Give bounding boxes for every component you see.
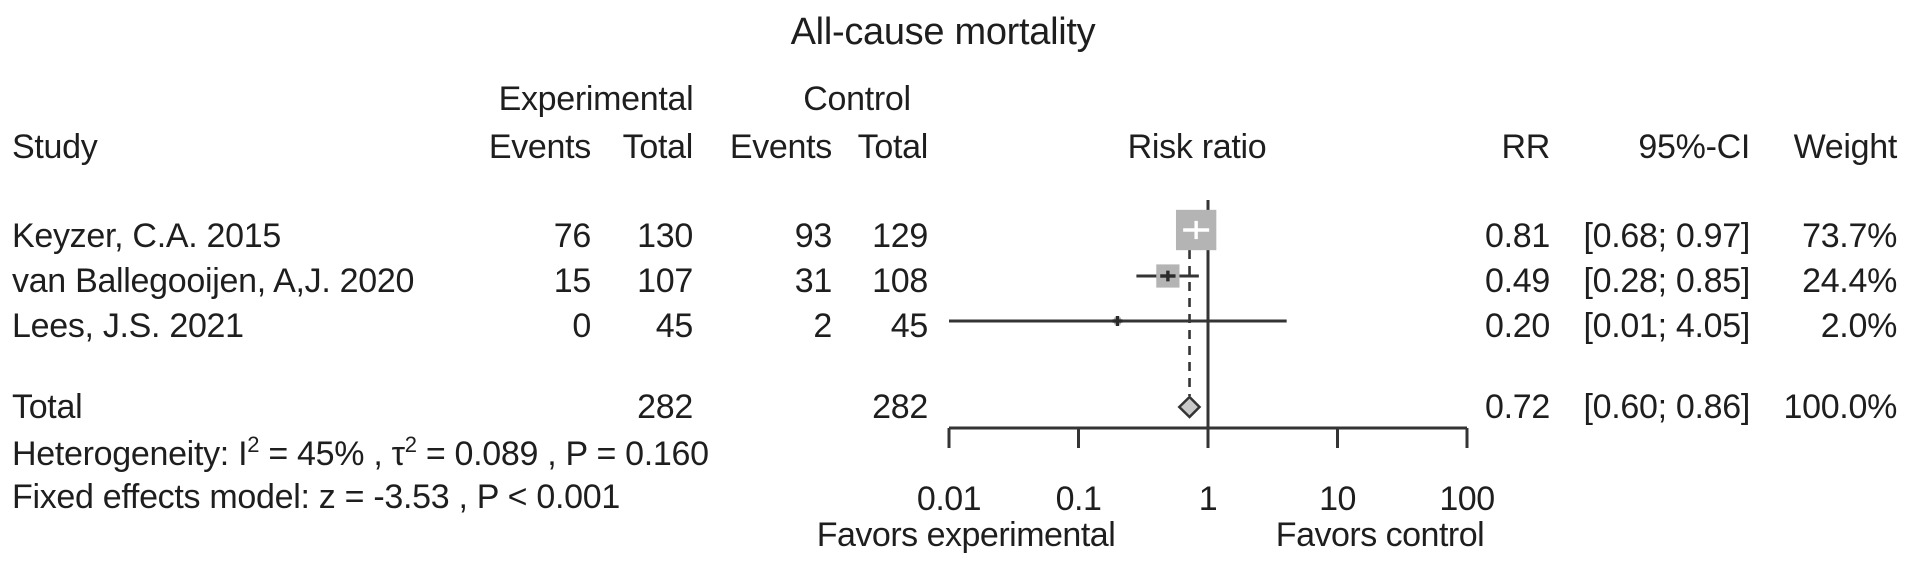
het-text-3: = 0.089 , P = 0.160 xyxy=(416,435,709,473)
ci-value: [0.68; 0.97] xyxy=(1583,217,1750,255)
exp-events-value: 0 xyxy=(572,307,591,345)
x-axis-tick-label: 10 xyxy=(1319,480,1356,518)
ctrl-total-value: 45 xyxy=(890,307,929,345)
x-axis-tick-label: 0.1 xyxy=(1056,480,1102,518)
total-label: Total xyxy=(12,388,83,426)
het-text-1: Heterogeneity: I xyxy=(12,435,248,473)
total-weight-value: 100.0% xyxy=(1783,388,1897,426)
weight-value: 2.0% xyxy=(1820,307,1898,345)
favors-control-label: Favors control xyxy=(1276,516,1484,554)
ci-value: [0.01; 4.05] xyxy=(1583,307,1750,345)
header-study: Study xyxy=(12,128,98,166)
heterogeneity-line: Heterogeneity: I2 = 45% , τ2 = 0.089 , P… xyxy=(12,434,709,474)
pooled-diamond xyxy=(1177,395,1202,419)
header-ctrl-total: Total xyxy=(857,128,929,166)
x-axis-tick-label: 0.01 xyxy=(917,480,981,518)
favors-experimental-label: Favors experimental xyxy=(817,516,1116,554)
total-exp-total: 282 xyxy=(637,388,693,426)
weight-value: 73.7% xyxy=(1802,217,1897,255)
header-exp-total: Total xyxy=(622,128,694,166)
total-ctrl-total: 282 xyxy=(872,388,928,426)
study-name: Lees, J.S. 2021 xyxy=(12,307,244,345)
header-risk-ratio: Risk ratio xyxy=(1127,128,1267,166)
study-name: Keyzer, C.A. 2015 xyxy=(12,217,281,255)
rr-value: 0.49 xyxy=(1485,262,1550,300)
ctrl-events-value: 93 xyxy=(794,217,833,255)
header-exp-events: Events xyxy=(488,128,591,166)
het-sup-1: 2 xyxy=(247,432,260,457)
weight-value: 24.4% xyxy=(1802,262,1897,300)
ctrl-total-value: 129 xyxy=(872,217,928,255)
total-ci-value: [0.60; 0.86] xyxy=(1583,388,1750,426)
exp-events-value: 76 xyxy=(553,217,592,255)
x-axis-tick-label: 1 xyxy=(1199,480,1217,518)
ci-value: [0.28; 0.85] xyxy=(1583,262,1750,300)
het-text-2: = 45% , τ xyxy=(259,435,405,473)
x-axis-tick-label: 100 xyxy=(1439,480,1494,518)
study-name: van Ballegooijen, A,J. 2020 xyxy=(12,262,415,300)
header-control-group: Control xyxy=(803,80,911,118)
rr-value: 0.20 xyxy=(1485,307,1550,345)
header-weight: Weight xyxy=(1793,128,1898,166)
header-rr: RR xyxy=(1501,128,1550,166)
exp-total-value: 45 xyxy=(655,307,694,345)
page-title: All-cause mortality xyxy=(790,11,1096,53)
header-experimental-group: Experimental xyxy=(498,80,694,118)
total-rr-value: 0.72 xyxy=(1485,388,1550,426)
ctrl-total-value: 108 xyxy=(872,262,928,300)
rr-value: 0.81 xyxy=(1485,217,1550,255)
header-ctrl-events: Events xyxy=(729,128,832,166)
ctrl-events-value: 2 xyxy=(813,307,832,345)
het-sup-2: 2 xyxy=(404,432,417,457)
exp-events-value: 15 xyxy=(553,262,592,300)
header-ci: 95%-CI xyxy=(1638,128,1750,166)
ctrl-events-value: 31 xyxy=(794,262,833,300)
exp-total-value: 130 xyxy=(637,217,693,255)
model-line: Fixed effects model: z = -3.53 , P < 0.0… xyxy=(12,478,620,516)
exp-total-value: 107 xyxy=(637,262,693,300)
